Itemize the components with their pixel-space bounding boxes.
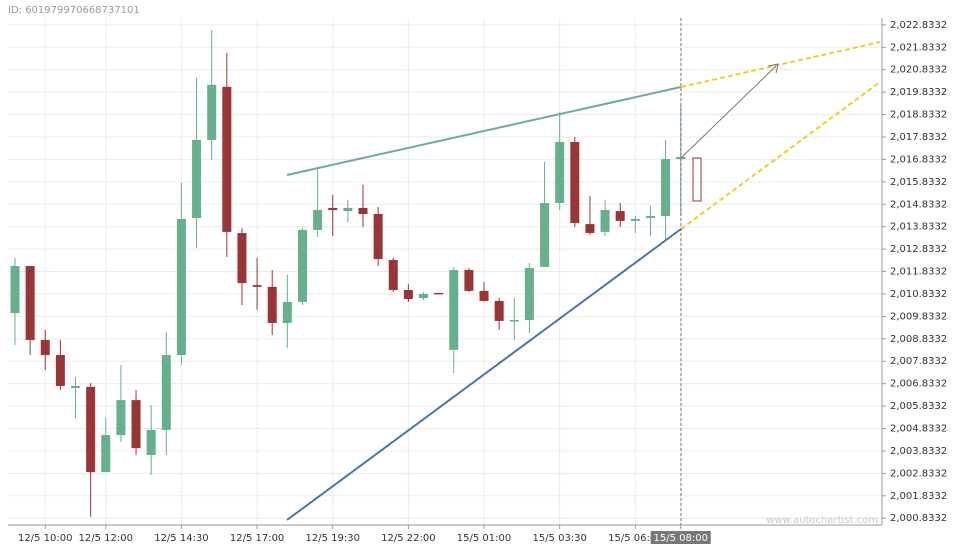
y-tick-label: 2,018.8332	[890, 110, 947, 121]
resistance-line	[286, 86, 682, 176]
candle-body	[479, 290, 489, 301]
candle-body	[161, 355, 171, 430]
candle-body	[661, 159, 671, 217]
candle-body	[192, 139, 202, 219]
y-tick-label: 2,001.8332	[890, 491, 947, 502]
candle-body	[464, 270, 474, 291]
chart-id: ID: 601979970668737101	[8, 5, 140, 16]
candle-body	[509, 320, 519, 322]
x-tick-label: 12/5 22:00	[381, 533, 435, 544]
y-tick-label: 2,008.8332	[890, 334, 947, 345]
forecast-lower	[680, 81, 881, 230]
candle-body	[555, 142, 565, 203]
candle-body	[252, 285, 262, 287]
candle-body	[434, 292, 444, 295]
candle-body	[615, 211, 625, 221]
candle-body	[101, 435, 111, 473]
candle-body	[222, 86, 232, 232]
y-tick-label: 2,014.8332	[890, 199, 947, 210]
x-tick-label: 12/5 14:30	[154, 533, 208, 544]
candle-body	[116, 400, 126, 436]
forecast-arrow	[680, 65, 777, 159]
y-tick-label: 2,004.8332	[890, 424, 947, 435]
forecast-box	[692, 157, 702, 202]
candle-body	[10, 266, 20, 314]
candle-body	[419, 294, 429, 299]
candle-body	[207, 84, 217, 140]
candle-body	[267, 286, 277, 323]
y-tick-label: 2,020.8332	[890, 65, 947, 76]
forecast-upper	[680, 41, 881, 88]
y-tick-label: 2,006.8332	[890, 379, 947, 390]
candle-body	[25, 266, 35, 341]
candle-body	[524, 268, 534, 321]
candle-body	[237, 233, 247, 284]
candle-body	[297, 229, 307, 302]
candle-body	[373, 213, 383, 260]
x-tick-label: 15/5 01:00	[457, 533, 511, 544]
candle-body	[86, 386, 96, 473]
candle-body	[282, 301, 292, 323]
y-tick-label: 2,011.8332	[890, 267, 947, 278]
candle-body	[403, 289, 413, 299]
candle-body	[585, 224, 595, 234]
x-tick-label: 12/5 12:00	[79, 533, 133, 544]
candle-body	[494, 300, 504, 321]
candle-body	[40, 340, 50, 356]
y-tick-label: 2,017.8332	[890, 132, 947, 143]
arrow-head	[767, 63, 779, 74]
x-tick-label: 12/5 17:00	[230, 533, 284, 544]
watermark: www.autochartist.com	[766, 515, 878, 526]
x-tick-label: 12/5 10:00	[18, 533, 72, 544]
candle-body	[146, 429, 156, 456]
candle-body	[540, 202, 550, 267]
candles	[10, 29, 686, 517]
candle-body	[449, 270, 459, 350]
candle-body	[176, 218, 186, 356]
candle-body	[600, 209, 610, 232]
y-tick-label: 2,015.8332	[890, 177, 947, 188]
y-tick-label: 2,021.8332	[890, 42, 947, 53]
x-tick-label: 15/5 08:00	[653, 533, 707, 544]
candle-body	[328, 207, 338, 210]
y-tick-label: 2,010.8332	[890, 289, 947, 300]
y-tick-label: 2,013.8332	[890, 222, 947, 233]
y-tick-label: 2,019.8332	[890, 87, 947, 98]
candle-body	[630, 218, 640, 221]
y-tick-label: 2,016.8332	[890, 154, 947, 165]
y-tick-label: 2,022.8332	[890, 20, 947, 31]
pattern-lines	[286, 18, 881, 525]
x-tick-label: 15/5 03:30	[532, 533, 586, 544]
x-tick-label: 12/5 19:30	[306, 533, 360, 544]
labels: 2,000.8332 2,001.8332 2,002.8332 2,003.8332…	[18, 20, 947, 544]
candle-body	[55, 355, 65, 386]
support-line	[286, 228, 682, 521]
grid	[8, 18, 882, 525]
y-tick-label: 2,012.8332	[890, 244, 947, 255]
candle-body	[388, 259, 398, 290]
candle-body	[645, 216, 655, 219]
y-tick-label: 2,000.8332	[890, 513, 947, 524]
y-tick-label: 2,009.8332	[890, 311, 947, 322]
y-tick-label: 2,007.8332	[890, 356, 947, 367]
candle-body	[313, 209, 323, 230]
x-label-highlight	[650, 531, 711, 544]
candle-body	[343, 207, 353, 212]
candle-body	[131, 400, 141, 449]
y-tick-label: 2,005.8332	[890, 401, 947, 412]
candle-body	[570, 142, 580, 223]
y-tick-label: 2,003.8332	[890, 446, 947, 457]
candle-body	[358, 207, 368, 214]
y-tick-label: 2,002.8332	[890, 468, 947, 479]
x-tick-label: 15/5 06:00	[608, 533, 662, 544]
candle-body	[71, 385, 81, 388]
